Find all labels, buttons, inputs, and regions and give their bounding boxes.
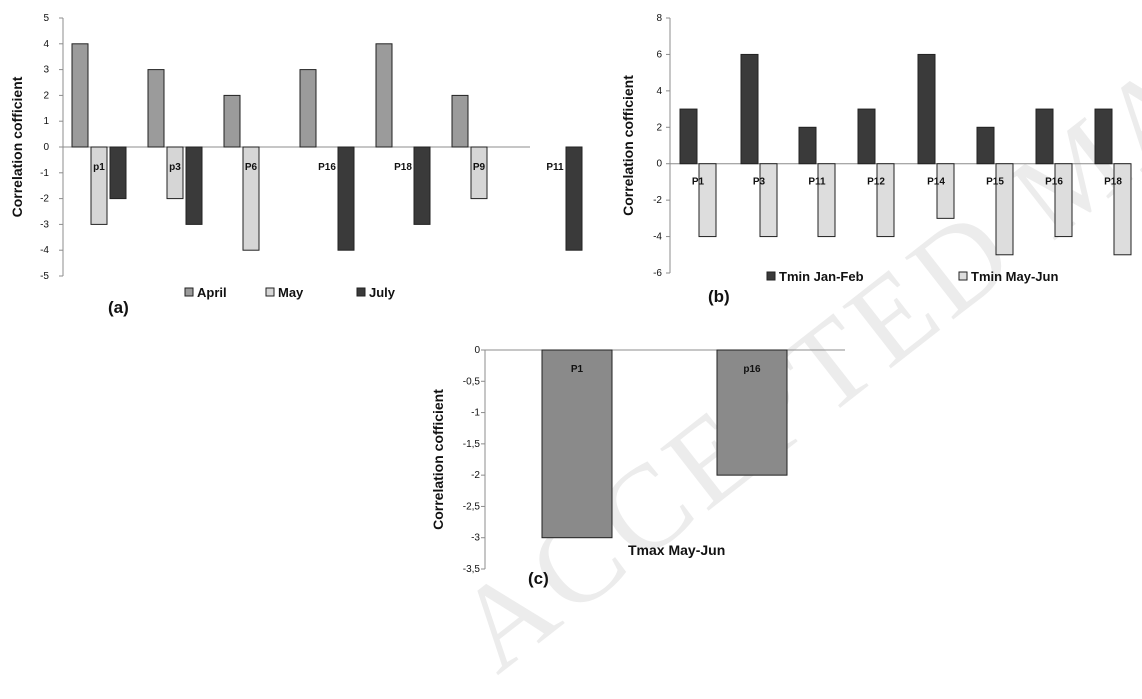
y-tick-label: 0 <box>43 142 49 153</box>
bar-tmax-may-jun-p1 <box>541 349 613 539</box>
bar-tmin-may-jun-p12 <box>876 163 895 238</box>
y-tick-label: -2,5 <box>463 501 481 512</box>
legend-swatch <box>265 287 275 297</box>
bar-tmin-jan-feb-p11 <box>798 126 817 165</box>
chart-panel-a: 5 4 3 2 1 0 -1 -2 -3 -4 -5 Correlation cofficient p1… <box>9 13 583 317</box>
bar-april-p16 <box>299 69 317 148</box>
bar-may-p1 <box>90 146 108 225</box>
bar-july-p18 <box>413 146 431 225</box>
legend-swatch <box>184 287 194 297</box>
bar-tmin-may-jun-p15 <box>995 163 1014 256</box>
bar-april-p3 <box>147 69 165 148</box>
y-tick-label: -0,5 <box>463 376 481 387</box>
category-label: P16 <box>318 162 336 173</box>
bar-tmin-jan-feb-p16 <box>1035 108 1054 165</box>
y-tick-label: -6 <box>653 268 662 279</box>
y-tick-label: -3 <box>40 219 49 230</box>
legend-label: Tmin May-Jun <box>971 269 1058 284</box>
y-tick-label: -4 <box>653 232 662 243</box>
bar-may-p3 <box>166 146 184 200</box>
y-tick-label: 5 <box>43 13 49 24</box>
chart-panel-c: 0 -0,5 -1 -1,5 -2 -2,5 -3 -3,5 Correlation coffi… <box>430 345 845 588</box>
y-tick-label: -5 <box>40 271 49 282</box>
bar-july-p11 <box>565 146 583 251</box>
legend-swatch <box>958 271 968 281</box>
category-label: P16 <box>1045 177 1063 188</box>
bar-tmin-may-jun-p11 <box>817 163 836 238</box>
y-tick-label: -4 <box>40 245 49 256</box>
bar-april-p9 <box>451 94 469 148</box>
y-tick-label: -3,5 <box>463 564 481 575</box>
bar-tmin-jan-feb-p3 <box>740 53 759 165</box>
bar-may-p9 <box>470 146 488 200</box>
y-tick-label: 4 <box>656 86 662 97</box>
category-label: p1 <box>93 162 105 173</box>
y-axis-title: Correlation cofficient <box>430 389 446 530</box>
y-tick-label: -1 <box>471 408 480 419</box>
y-tick-label: -2 <box>40 194 49 205</box>
category-label: P12 <box>867 177 885 188</box>
category-label: P1 <box>692 177 705 188</box>
bar-tmin-may-jun-p18 <box>1113 163 1132 256</box>
bar-april-p6 <box>223 94 241 148</box>
y-tick-label: 4 <box>43 39 49 50</box>
y-tick-label: 2 <box>43 90 49 101</box>
y-axis-title: Correlation cofficient <box>620 75 636 216</box>
panel-label: (c) <box>528 569 549 588</box>
bar-july-p1 <box>109 146 127 200</box>
category-label: P18 <box>1104 177 1122 188</box>
figure: 5 4 3 2 1 0 -1 -2 -3 -4 -5 Correlation cofficient p1… <box>9 13 1132 588</box>
category-label: P11 <box>808 177 826 188</box>
category-label: P6 <box>245 162 258 173</box>
y-axis-title: Correlation cofficient <box>9 76 25 217</box>
y-tick-label: -1,5 <box>463 439 481 450</box>
bar-tmin-jan-feb-p15 <box>976 126 995 165</box>
bar-tmin-may-jun-p3 <box>759 163 778 238</box>
bar-tmin-may-jun-p1 <box>698 163 717 238</box>
bar-tmin-jan-feb-p1 <box>679 108 698 165</box>
bar-april-p18 <box>375 43 393 148</box>
category-label: P15 <box>986 177 1004 188</box>
series-label: Tmax May-Jun <box>628 542 725 558</box>
y-tick-label: -3 <box>471 533 480 544</box>
bar-tmin-jan-feb-p14 <box>917 53 936 165</box>
legend-label: Tmin Jan-Feb <box>779 269 864 284</box>
y-tick-label: -2 <box>653 195 662 206</box>
category-label: P1 <box>571 364 584 375</box>
bar-tmin-may-jun-p14 <box>936 163 955 219</box>
category-label: P9 <box>473 162 486 173</box>
bar-may-p6 <box>242 146 260 251</box>
y-tick-label: 8 <box>656 13 662 24</box>
y-tick-label: 2 <box>656 122 662 133</box>
panel-label: (a) <box>108 298 129 317</box>
y-tick-label: 1 <box>43 116 49 127</box>
y-tick-label: 0 <box>474 345 480 356</box>
category-label: P11 <box>546 162 564 173</box>
y-tick-label: 6 <box>656 49 662 60</box>
legend-swatch <box>356 287 366 297</box>
panel-label: (b) <box>708 287 730 306</box>
category-label: P18 <box>394 162 412 173</box>
category-label: p16 <box>743 364 761 375</box>
y-tick-label: 0 <box>656 159 662 170</box>
bar-april-p1 <box>71 43 89 148</box>
y-tick-label: -2 <box>471 470 480 481</box>
category-label: P3 <box>753 177 766 188</box>
bar-tmax-may-jun-p16 <box>716 349 788 476</box>
bar-tmin-jan-feb-p18 <box>1094 108 1113 165</box>
bar-july-p16 <box>337 146 355 251</box>
legend-swatch <box>766 271 776 281</box>
legend-label: May <box>278 285 304 300</box>
y-tick-label: 3 <box>43 65 49 76</box>
bar-july-p3 <box>185 146 203 225</box>
chart-panel-b: 8 6 4 2 0 -2 -4 -6 Correlation cofficient P1 P3 P11… <box>620 13 1132 306</box>
legend-label: July <box>369 285 396 300</box>
bar-tmin-may-jun-p16 <box>1054 163 1073 238</box>
y-tick-label: -1 <box>40 168 49 179</box>
category-label: p3 <box>169 162 181 173</box>
category-label: P14 <box>927 177 945 188</box>
legend-label: April <box>197 285 227 300</box>
bar-tmin-jan-feb-p12 <box>857 108 876 165</box>
